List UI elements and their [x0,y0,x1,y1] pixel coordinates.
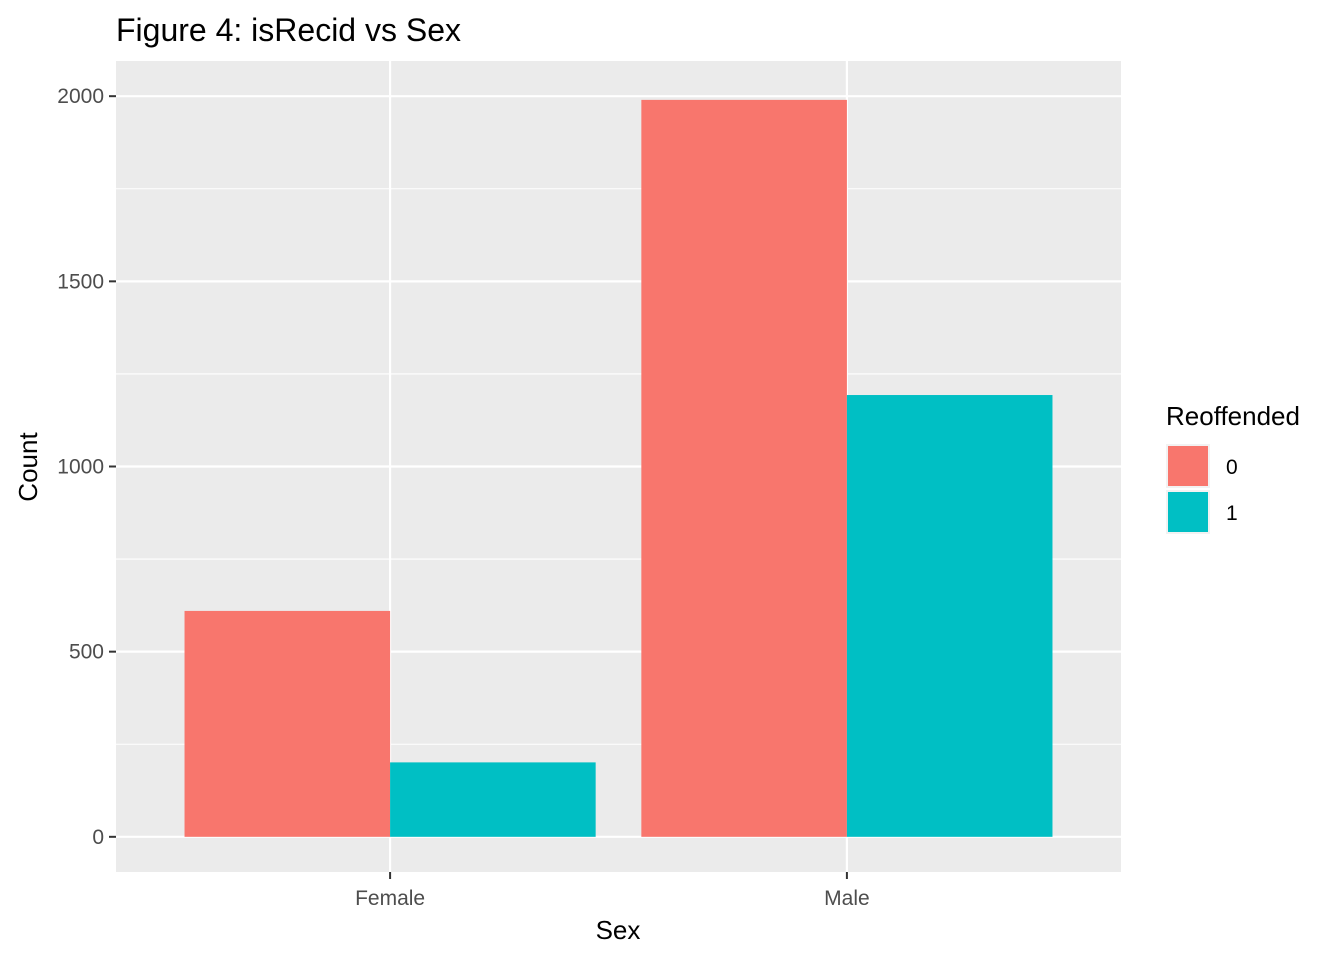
legend-label: 1 [1226,502,1238,525]
y-axis-title: Count [13,432,43,502]
bars [184,99,1053,837]
bar-female-series-0 [184,610,391,837]
y-tick-label: 2000 [57,85,104,108]
y-tick-label: 1500 [57,270,104,293]
bar-male-series-0 [641,99,847,837]
y-axis: 0 500 1000 1500 2000 [57,85,116,849]
y-tick-label: 1000 [57,456,104,479]
x-axis: Female Male [355,872,870,910]
legend-label: 0 [1226,456,1238,479]
legend-swatch-series-0 [1168,446,1208,486]
legend-entries: 01 [1166,444,1238,534]
x-tick-label: Female [355,887,425,910]
bar-female-series-1 [390,762,596,837]
legend-swatch-series-1 [1168,492,1208,532]
legend: Reoffended 01 [1166,401,1300,534]
bar-male-series-1 [846,395,1053,837]
chart-title: Figure 4: isRecid vs Sex [116,12,461,48]
legend-title: Reoffended [1166,401,1300,431]
y-tick-label: 500 [69,641,104,664]
x-axis-title: Sex [596,915,641,945]
x-tick-label: Male [824,887,870,910]
y-tick-label: 0 [92,826,104,849]
